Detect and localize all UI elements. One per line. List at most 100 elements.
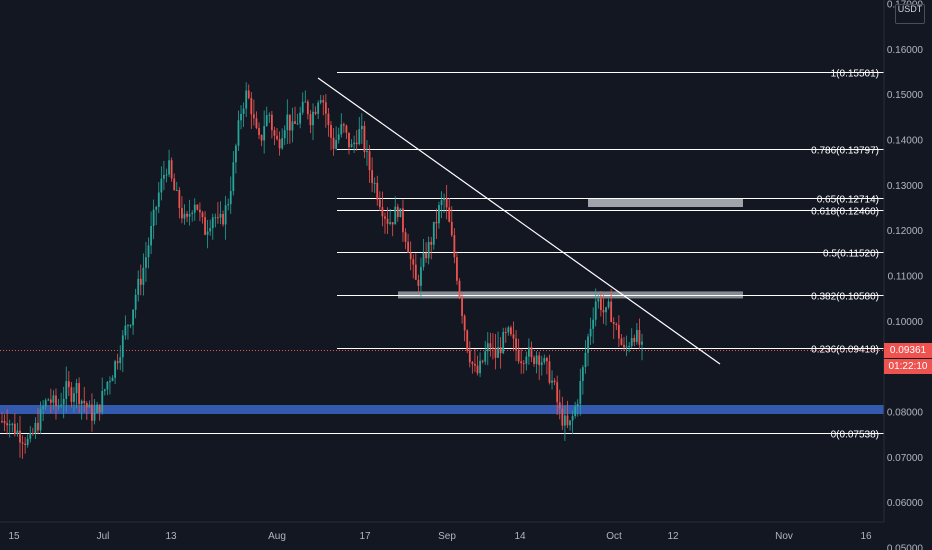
- candle-body: [635, 330, 638, 342]
- candle-body: [641, 341, 643, 345]
- candle-body: [168, 160, 170, 175]
- candle-body: [386, 218, 389, 224]
- candle-body: [217, 217, 219, 219]
- candle-body: [456, 257, 458, 281]
- candle-body: [103, 389, 106, 391]
- candle-body: [278, 139, 281, 149]
- candle-body: [489, 343, 492, 348]
- candle-body: [615, 323, 618, 326]
- highlight-layer: [0, 198, 884, 414]
- candle-body: [55, 395, 57, 407]
- candle-body: [209, 228, 212, 232]
- candle-body: [376, 182, 379, 200]
- y-tick-label: 0.13000: [887, 181, 924, 192]
- candle-body: [173, 178, 176, 191]
- candle-body: [265, 115, 268, 127]
- candle-body: [450, 221, 453, 236]
- candle-body: [623, 344, 625, 348]
- candle-body: [134, 294, 137, 310]
- trendline[interactable]: [317, 77, 721, 365]
- candle-body: [607, 301, 610, 308]
- candle-body: [170, 160, 173, 179]
- fib-level-label: 0.65(0.12714): [817, 195, 879, 206]
- candle-body: [93, 412, 96, 421]
- candle-body: [150, 225, 152, 246]
- fib-level-label: 0.5(0.11520): [823, 249, 879, 260]
- candle-body: [558, 402, 561, 409]
- candle-body: [445, 198, 448, 208]
- candle-body: [211, 217, 214, 229]
- candle-body: [229, 191, 232, 205]
- candle-body: [83, 400, 86, 404]
- candle-body: [26, 438, 29, 445]
- candle-body: [589, 328, 592, 337]
- candle-body: [533, 357, 535, 364]
- x-tick-label: 12: [667, 531, 679, 542]
- candle-body: [175, 190, 178, 192]
- y-tick-label: 0.15000: [887, 90, 924, 101]
- x-tick-label: Sep: [438, 531, 456, 542]
- candle-body: [142, 267, 145, 285]
- fibonacci-retracement[interactable]: 1(0.15501) 0.786(0.13797) 0.65(0.12714)0.6…: [0, 69, 884, 441]
- candle-body: [468, 350, 471, 363]
- candle-body: [155, 206, 158, 210]
- candle-body: [152, 209, 155, 226]
- candle-body: [21, 442, 24, 444]
- candle-body: [322, 100, 325, 103]
- y-tick-label: 0.16000: [887, 45, 924, 56]
- candle-body: [563, 415, 566, 426]
- candle-body: [471, 362, 474, 365]
- candle-body: [6, 423, 9, 426]
- candle-body: [391, 222, 394, 225]
- candle-body: [412, 259, 415, 265]
- candle-body: [109, 381, 111, 383]
- time-axis[interactable]: 15 Jul 13 Aug 17 Sep 14 Oct 12 Nov 16: [0, 521, 884, 542]
- candle-body: [378, 199, 381, 208]
- candle-body: [366, 151, 368, 153]
- y-tick-label: 0.14000: [887, 136, 924, 147]
- candle-body: [11, 423, 14, 425]
- x-tick-label: Nov: [775, 531, 793, 542]
- candle-body: [44, 400, 47, 407]
- candle-body: [427, 241, 430, 259]
- x-tick-label: Jul: [97, 531, 110, 542]
- price-axis[interactable]: 0.170000.160000.150000.140000.130000.120…: [883, 0, 924, 550]
- fib-level-label: 1(0.15501): [831, 69, 879, 80]
- candle-body: [479, 360, 481, 374]
- candle-body: [430, 241, 433, 245]
- candle-body: [304, 101, 307, 103]
- candle-body: [638, 330, 641, 345]
- candle-body: [625, 346, 628, 348]
- candle-body: [145, 257, 147, 268]
- candle-body: [75, 383, 78, 394]
- candle-body: [528, 347, 530, 357]
- candle-body: [417, 279, 420, 286]
- fib-level-label: 0.382(0.10580): [811, 292, 879, 303]
- candle-body: [139, 278, 142, 285]
- candle-body: [85, 403, 88, 408]
- candle-body: [384, 216, 386, 219]
- candle-body: [127, 325, 129, 327]
- candle-body: [34, 422, 37, 434]
- candle-body: [80, 400, 83, 404]
- fib-level-label: 0.236(0.09418): [811, 345, 879, 356]
- candle-body: [52, 395, 55, 403]
- candle-body: [597, 298, 600, 302]
- candle-body: [342, 124, 345, 126]
- candle-body: [119, 357, 122, 364]
- candle-body: [165, 174, 168, 176]
- currency-label[interactable]: USDT: [895, 4, 925, 24]
- candle-body: [507, 327, 510, 333]
- descending-trendline[interactable]: [317, 77, 721, 365]
- candle-body: [258, 127, 260, 136]
- candle-body: [553, 380, 556, 383]
- candle-body: [335, 140, 338, 149]
- candle-body: [481, 360, 484, 362]
- candle-body: [566, 415, 569, 426]
- candle-body: [147, 245, 150, 258]
- candle-body: [605, 307, 607, 313]
- candle-body: [425, 253, 427, 259]
- candle-body: [3, 421, 6, 424]
- candle-body: [453, 235, 456, 258]
